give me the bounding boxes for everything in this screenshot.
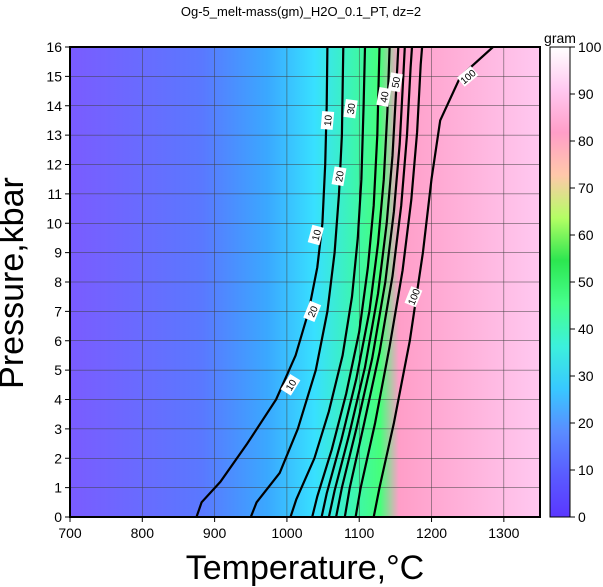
y-tick-label: 10 (46, 215, 62, 231)
contour-line-80 (343, 47, 414, 517)
colorbar-tick-label: 50 (578, 274, 594, 290)
colorbar-tick-label: 30 (578, 368, 594, 384)
y-tick-label: 0 (54, 509, 62, 525)
contour-label: 10 (280, 374, 301, 396)
contour-label-text: 10 (323, 114, 335, 126)
y-tick-label: 4 (54, 392, 62, 408)
y-axis-label: Pressure,kbar (0, 177, 31, 389)
contour-label-text: 40 (379, 90, 392, 103)
contour-line-20 (249, 47, 345, 517)
contour-line-50 (320, 47, 391, 517)
colorbar-tick-label: 10 (578, 462, 594, 478)
contour-label: 30 (343, 98, 359, 119)
y-tick-label: 2 (54, 450, 62, 466)
contour-label-bg (280, 374, 301, 396)
x-tick-label: 1300 (488, 525, 519, 541)
contour-line-10 (195, 47, 329, 517)
colorbar-tick-label: 20 (578, 415, 594, 431)
y-tick-label: 15 (46, 68, 62, 84)
x-tick-label: 800 (131, 525, 155, 541)
contour-label-text: 20 (306, 304, 321, 319)
contour-line-60 (327, 47, 400, 517)
contour-line-70 (335, 47, 406, 517)
contour-label-bg (376, 87, 392, 107)
colorbar-tick-label: 40 (578, 321, 594, 337)
contour-label-bg (404, 286, 423, 308)
y-tick-label: 6 (54, 333, 62, 349)
x-axis-label: Temperature,°C (186, 549, 424, 587)
colorbar-label: gram (544, 30, 576, 46)
y-tick-label: 9 (54, 245, 62, 261)
x-tick-label: 700 (58, 525, 82, 541)
contour-label: 20 (303, 300, 322, 322)
colorbar-tick-label: 100 (578, 39, 602, 55)
contour-label: 40 (376, 87, 392, 107)
contour-line-40 (311, 47, 381, 517)
contour-label-bg (307, 224, 324, 246)
contour-line-100 (372, 47, 494, 517)
contour-label-bg (331, 166, 347, 187)
contour-label-bg (320, 110, 335, 130)
y-tick-label: 7 (54, 303, 62, 319)
contour-label-text: 50 (390, 76, 403, 89)
colorbar (549, 46, 571, 518)
contour-label: 10 (307, 224, 325, 246)
contour-label-bg (387, 72, 403, 93)
colorbar-tick-label: 0 (578, 509, 586, 525)
contour-label: 10 (320, 110, 335, 130)
contour-label-text: 20 (334, 170, 347, 183)
colorbar-tick-label: 90 (578, 86, 594, 102)
contour-line-90 (354, 47, 424, 517)
contour-line-30 (289, 47, 367, 517)
colorbar-ticks: 0 10 20 30 40 50 60 70 80 90 100 (570, 39, 602, 525)
contour-label-text: 10 (311, 228, 325, 242)
chart-title: Og-5_melt-mass(gm)_H2O_0.1_PT, dz=2 (181, 4, 421, 19)
y-tick-label: 13 (46, 127, 62, 143)
y-tick-label: 11 (47, 186, 62, 202)
colorbar-tick-label: 80 (578, 133, 594, 149)
y-tick-label: 1 (54, 480, 62, 496)
y-tick-label: 14 (46, 98, 62, 114)
contour-label-bg (343, 98, 358, 119)
x-tick-label: 1100 (344, 525, 374, 541)
contour-label: 20 (331, 166, 347, 187)
x-axis-ticks: 700 800 900 1000 1100 1200 1300 (58, 517, 520, 541)
x-tick-label: 900 (203, 525, 227, 541)
colorbar-tick-label: 60 (578, 227, 594, 243)
x-tick-label: 1200 (416, 525, 447, 541)
y-tick-label: 16 (46, 39, 62, 55)
y-tick-label: 12 (46, 157, 62, 173)
colorbar-tick-label: 70 (578, 180, 594, 196)
grid-lines (69, 46, 540, 518)
y-tick-label: 8 (54, 274, 62, 290)
contour-label-text: 30 (346, 102, 359, 115)
x-tick-label: 1000 (271, 525, 302, 541)
contour-label-bg (303, 300, 322, 322)
contour-label: 50 (387, 72, 403, 93)
contour-lines (195, 47, 494, 517)
contour-label-bg (456, 65, 479, 87)
y-tick-label: 5 (54, 362, 62, 378)
y-tick-label: 3 (54, 421, 62, 437)
